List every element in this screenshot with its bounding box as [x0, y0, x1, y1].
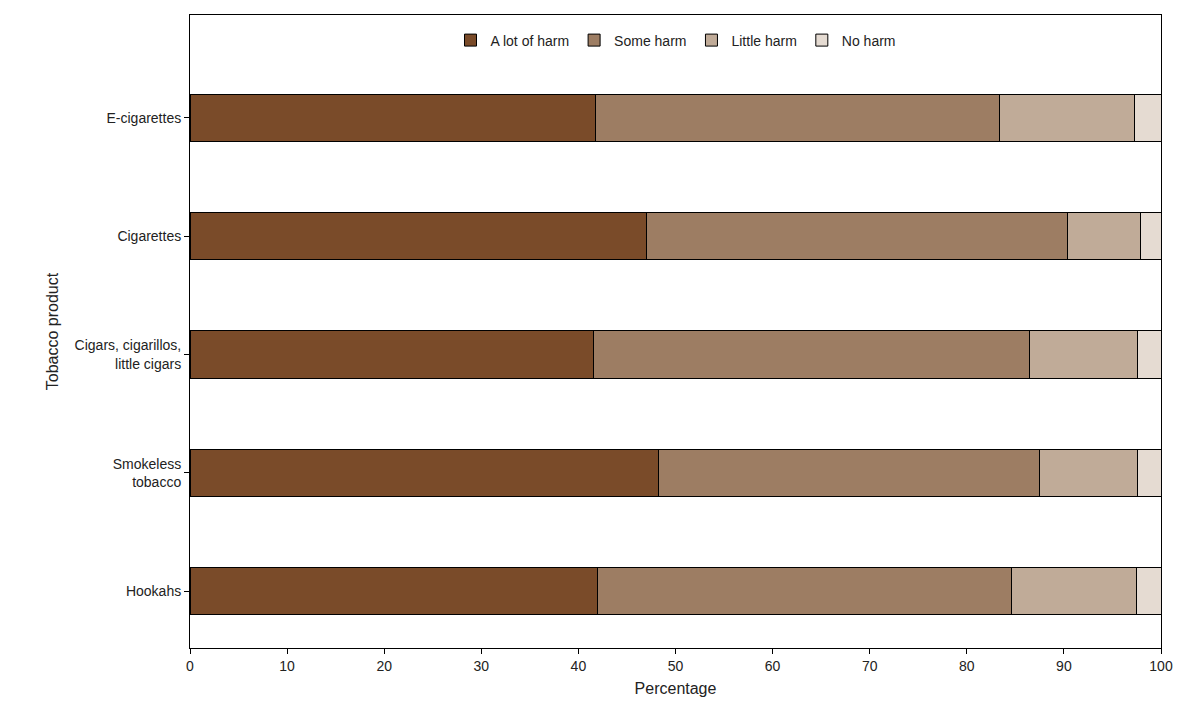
svg-text:Percentage: Percentage	[635, 680, 717, 697]
svg-text:Some harm: Some harm	[614, 33, 686, 49]
svg-text:100: 100	[1149, 658, 1173, 674]
svg-text:80: 80	[959, 658, 975, 674]
svg-text:60: 60	[765, 658, 781, 674]
svg-text:No harm: No harm	[842, 33, 896, 49]
svg-text:A lot of harm: A lot of harm	[491, 33, 570, 49]
svg-text:Cigars, cigarillos,little ciga: Cigars, cigarillos,little cigars	[75, 337, 182, 371]
svg-text:20: 20	[376, 658, 392, 674]
svg-text:40: 40	[571, 658, 587, 674]
svg-text:Cigarettes: Cigarettes	[117, 228, 181, 244]
svg-text:0: 0	[186, 658, 194, 674]
svg-text:10: 10	[279, 658, 295, 674]
svg-text:E-cigarettes: E-cigarettes	[106, 110, 181, 126]
svg-text:Hookahs: Hookahs	[126, 583, 181, 599]
svg-text:Tobacco product: Tobacco product	[44, 272, 61, 390]
svg-text:Smokelesstobacco: Smokelesstobacco	[113, 456, 182, 490]
svg-text:Little harm: Little harm	[731, 33, 796, 49]
svg-text:50: 50	[668, 658, 684, 674]
svg-text:70: 70	[862, 658, 878, 674]
svg-text:30: 30	[474, 658, 490, 674]
svg-text:90: 90	[1056, 658, 1072, 674]
